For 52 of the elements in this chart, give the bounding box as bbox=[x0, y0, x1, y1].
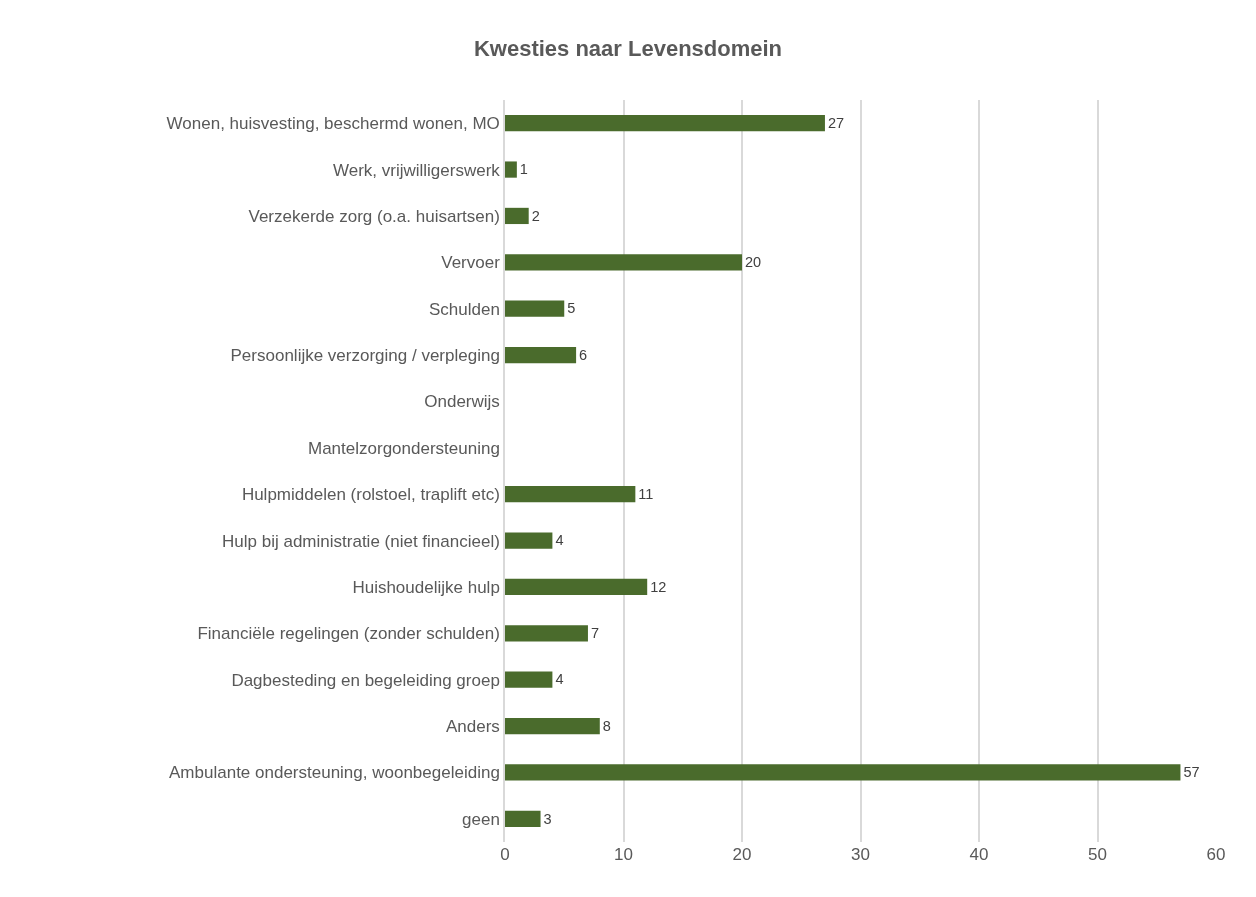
y-tick-label: Ambulante ondersteuning, woonbegeleiding bbox=[169, 763, 500, 783]
y-tick-label: Hulpmiddelen (rolstoel, traplift etc) bbox=[241, 485, 500, 505]
chart-title: Kwesties naar Levensdomein bbox=[473, 35, 783, 61]
y-tick-label: Vervoer bbox=[441, 253, 501, 273]
bar bbox=[505, 207, 529, 225]
data-label: 12 bbox=[650, 578, 667, 595]
bar bbox=[505, 346, 577, 364]
y-tick-label: Hulp bij administratie (niet financieel) bbox=[222, 531, 500, 551]
y-tick-label: Dagbesteding en begeleiding groep bbox=[231, 670, 500, 690]
data-label: 3 bbox=[543, 810, 552, 827]
bar bbox=[505, 300, 565, 317]
bar bbox=[505, 764, 1181, 781]
x-tick-label: 40 bbox=[969, 845, 989, 864]
data-label: 11 bbox=[638, 485, 654, 502]
bar bbox=[505, 671, 553, 688]
y-tick-label: Anders bbox=[445, 717, 500, 737]
y-tick-label: Financiële regelingen (zonder schulden) bbox=[197, 624, 500, 644]
x-tick-label: 20 bbox=[732, 845, 752, 864]
y-tick-label: geen bbox=[462, 809, 500, 829]
x-tick-label: 50 bbox=[1088, 845, 1107, 864]
x-tick-label: 60 bbox=[1206, 845, 1226, 864]
data-label: 27 bbox=[827, 114, 845, 131]
data-label: 2 bbox=[531, 207, 540, 224]
data-label: 8 bbox=[602, 717, 611, 734]
y-tick-label: Persoonlijke verzorging / verpleging bbox=[230, 346, 500, 366]
bar bbox=[505, 161, 517, 178]
data-label: 6 bbox=[579, 346, 588, 363]
x-tick-label: 30 bbox=[851, 845, 870, 864]
data-label: 5 bbox=[567, 300, 576, 317]
data-label: 4 bbox=[555, 532, 564, 549]
bar bbox=[505, 625, 588, 642]
y-tick-label: Schulden bbox=[428, 299, 500, 319]
bar bbox=[505, 115, 825, 132]
y-tick-label: Werk, vrijwilligerswerk bbox=[332, 160, 501, 180]
bar bbox=[505, 254, 742, 271]
x-tick-label: 10 bbox=[614, 845, 633, 864]
bar bbox=[505, 532, 553, 549]
data-label: 7 bbox=[590, 625, 600, 642]
bar bbox=[505, 810, 541, 827]
x-tick-label: 0 bbox=[500, 845, 510, 864]
data-label: 20 bbox=[745, 254, 762, 271]
y-tick-label: Verzekerde zorg (o.a. huisartsen) bbox=[248, 206, 500, 226]
data-label: 57 bbox=[1183, 764, 1200, 781]
data-label: 4 bbox=[555, 671, 564, 688]
bar bbox=[505, 486, 636, 503]
y-tick-label: Wonen, huisvesting, beschermd wonen, MO bbox=[166, 114, 500, 134]
bar bbox=[505, 717, 600, 735]
y-tick-label: Onderwijs bbox=[424, 392, 500, 412]
y-tick-label: Mantelzorgondersteuning bbox=[307, 438, 500, 458]
y-tick-label: Huishoudelijke hulp bbox=[352, 577, 500, 597]
data-label: 1 bbox=[519, 161, 528, 178]
bar bbox=[505, 578, 648, 596]
